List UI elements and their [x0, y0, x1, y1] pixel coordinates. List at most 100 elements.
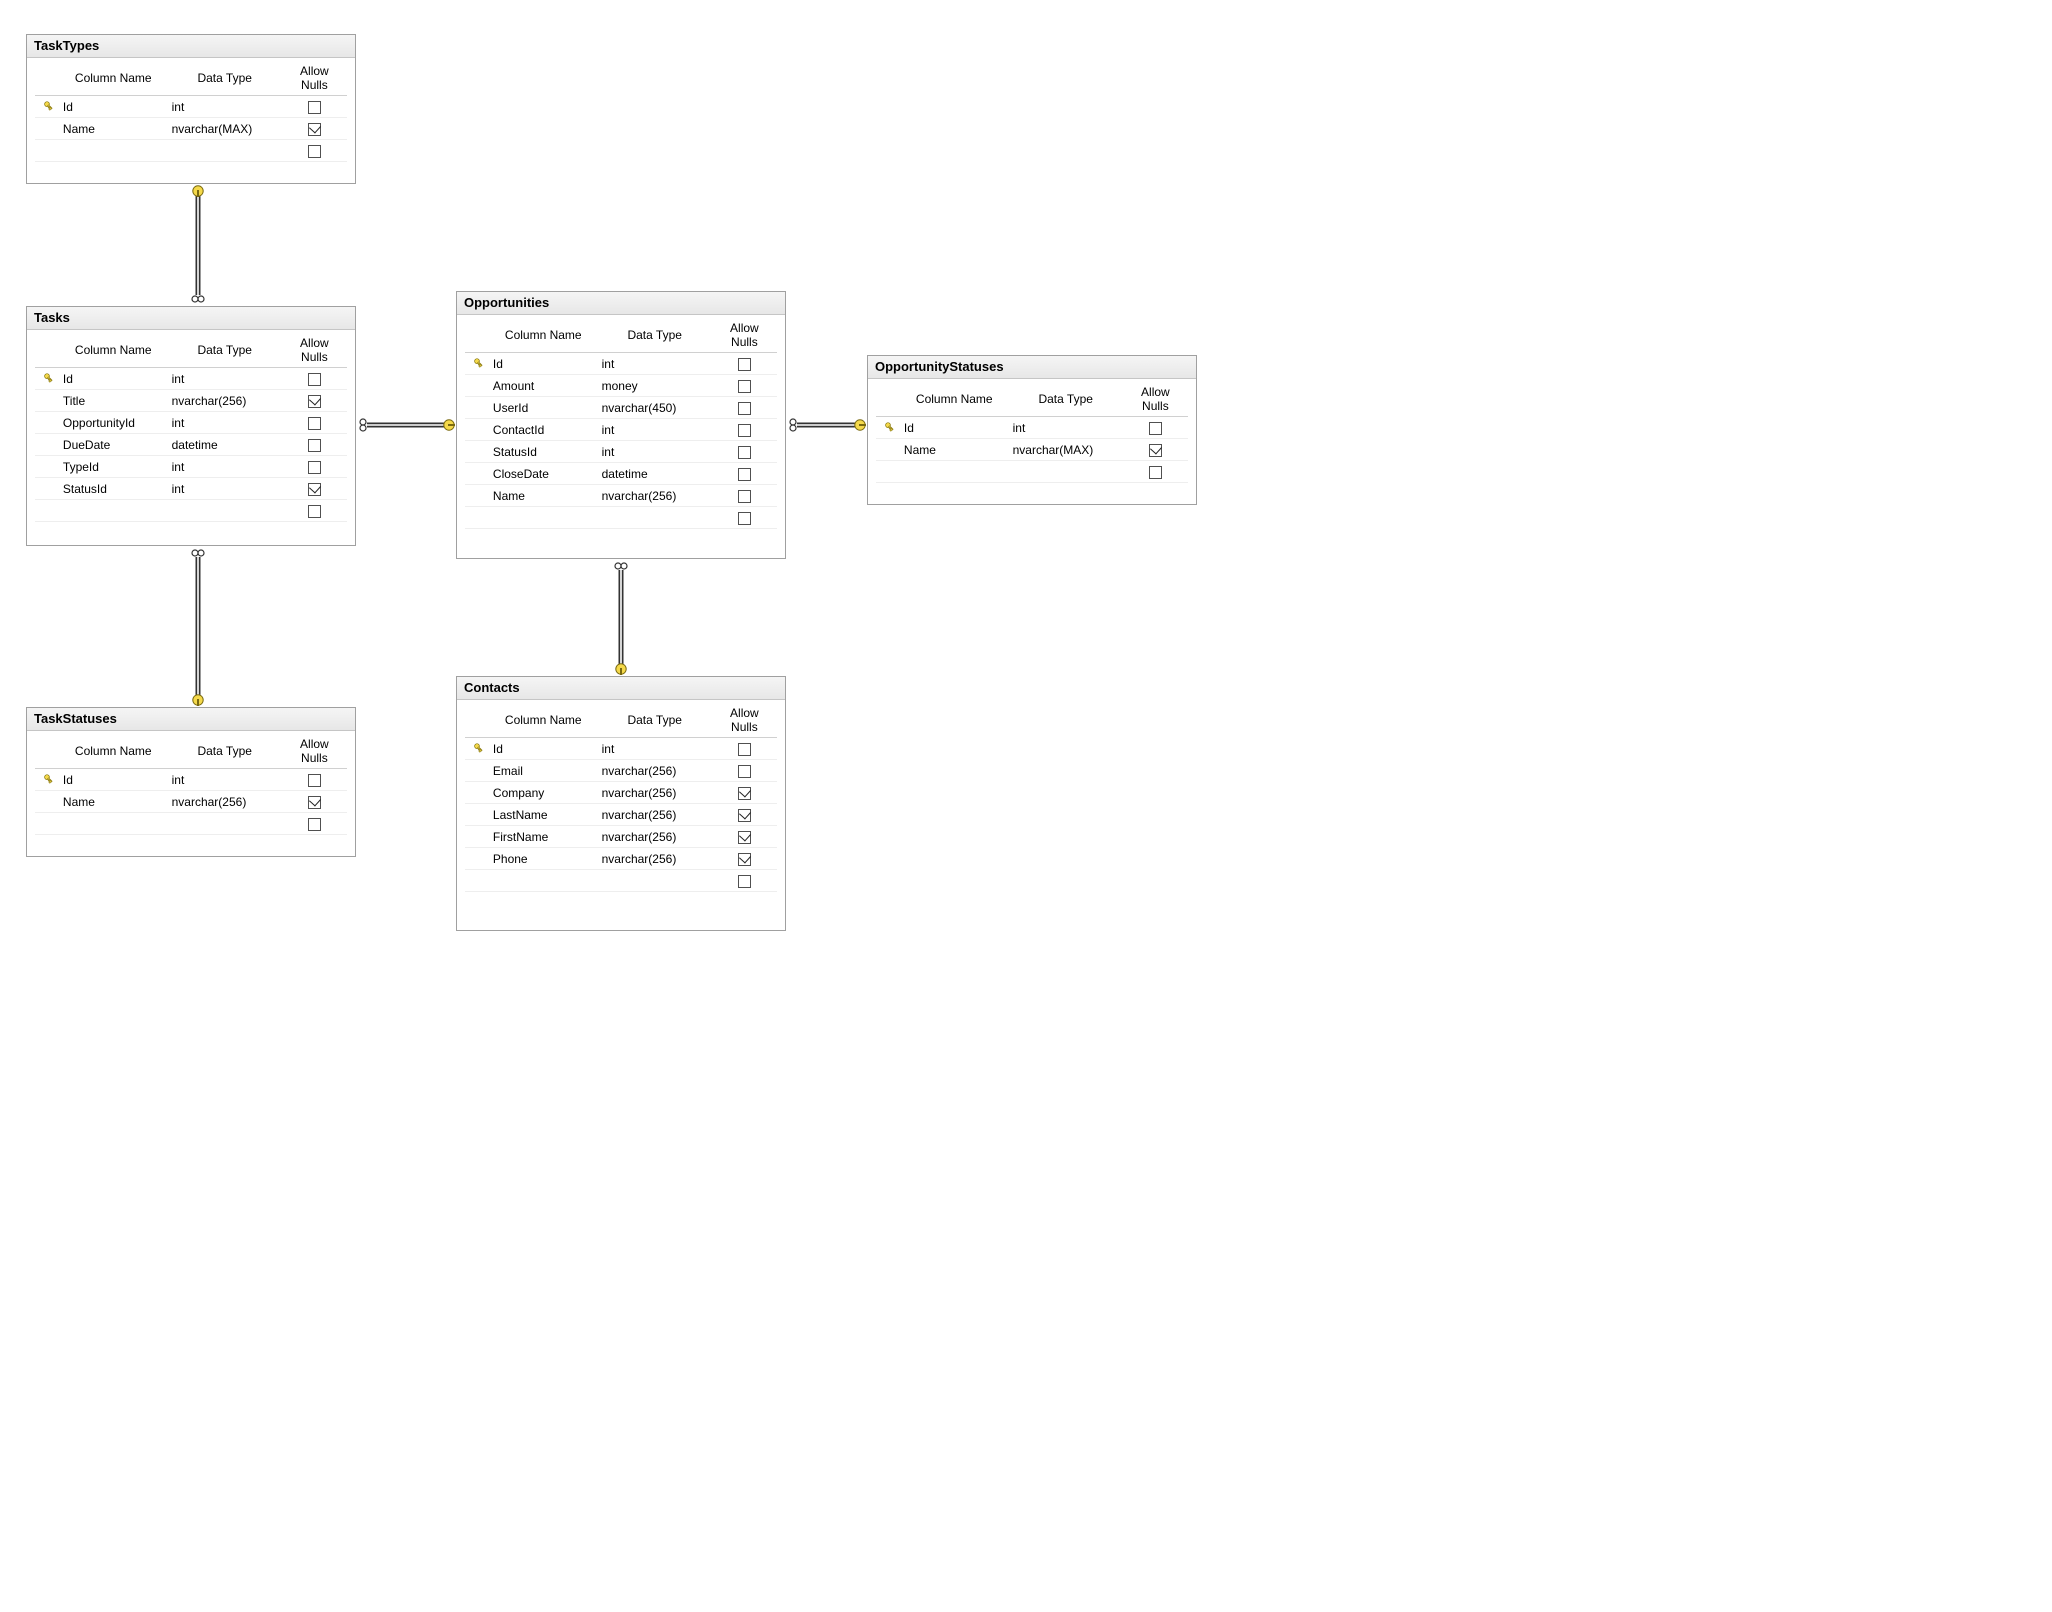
allow-nulls-checkbox[interactable]: [308, 373, 321, 386]
allow-nulls-checkbox[interactable]: [738, 490, 751, 503]
allow-nulls-checkbox[interactable]: [738, 402, 751, 415]
column-header: Data Type: [1009, 383, 1123, 417]
allow-nulls-checkbox[interactable]: [308, 505, 321, 518]
table-row[interactable]: FirstNamenvarchar(256): [465, 826, 777, 848]
table-opportunitystatuses[interactable]: OpportunityStatuses Column NameData TypeA…: [867, 355, 1197, 505]
allow-nulls-checkbox[interactable]: [738, 853, 751, 866]
column-name: StatusId: [59, 478, 168, 500]
column-name: [900, 461, 1009, 483]
table-row[interactable]: Idint: [35, 769, 347, 791]
table-title[interactable]: Contacts: [457, 677, 785, 700]
column-datatype: int: [598, 738, 712, 760]
table-row[interactable]: StatusIdint: [465, 441, 777, 463]
allow-nulls-checkbox[interactable]: [1149, 444, 1162, 457]
column-name: [59, 500, 168, 522]
table-row[interactable]: Namenvarchar(MAX): [35, 118, 347, 140]
allow-nulls-checkbox[interactable]: [308, 395, 321, 408]
table-row[interactable]: [35, 140, 347, 162]
column-name: Name: [59, 118, 168, 140]
table-row[interactable]: Idint: [465, 738, 777, 760]
column-datatype: nvarchar(450): [598, 397, 712, 419]
table-row[interactable]: Phonenvarchar(256): [465, 848, 777, 870]
allow-nulls-checkbox[interactable]: [738, 380, 751, 393]
table-tasks[interactable]: TasksColumn NameData TypeAllow NullsIdin…: [26, 306, 356, 546]
table-row[interactable]: LastNamenvarchar(256): [465, 804, 777, 826]
er-diagram-canvas: TaskTypes Column NameData TypeAllow Nulls…: [0, 0, 1220, 960]
allow-nulls-checkbox[interactable]: [308, 818, 321, 831]
table-contacts[interactable]: Contacts Column NameData TypeAllow NullsI…: [456, 676, 786, 931]
table-row[interactable]: CloseDatedatetime: [465, 463, 777, 485]
column-datatype: nvarchar(256): [598, 804, 712, 826]
allow-nulls-checkbox[interactable]: [308, 483, 321, 496]
allow-nulls-checkbox[interactable]: [738, 765, 751, 778]
table-row[interactable]: Idint: [35, 368, 347, 390]
allow-nulls-checkbox[interactable]: [308, 123, 321, 136]
column-name: TypeId: [59, 456, 168, 478]
allow-nulls-checkbox[interactable]: [738, 358, 751, 371]
allow-nulls-checkbox[interactable]: [1149, 466, 1162, 479]
allow-nulls-checkbox[interactable]: [308, 101, 321, 114]
allow-nulls-checkbox[interactable]: [308, 417, 321, 430]
table-row[interactable]: [35, 500, 347, 522]
table-title[interactable]: OpportunityStatuses: [868, 356, 1196, 379]
columns-table: Column NameData TypeAllow NullsIdintName…: [35, 62, 347, 162]
table-row[interactable]: OpportunityIdint: [35, 412, 347, 434]
allow-nulls-checkbox[interactable]: [738, 512, 751, 525]
allow-nulls-checkbox[interactable]: [738, 446, 751, 459]
table-row[interactable]: UserIdnvarchar(450): [465, 397, 777, 419]
primary-key-icon: [470, 357, 484, 371]
column-datatype: int: [1009, 417, 1123, 439]
table-row[interactable]: ContactIdint: [465, 419, 777, 441]
table-row[interactable]: Namenvarchar(MAX): [876, 439, 1188, 461]
table-row[interactable]: Emailnvarchar(256): [465, 760, 777, 782]
table-opportunities[interactable]: OpportunitiesColumn NameData TypeAllow N…: [456, 291, 786, 559]
table-row[interactable]: Amountmoney: [465, 375, 777, 397]
column-datatype: [168, 140, 282, 162]
allow-nulls-checkbox[interactable]: [308, 145, 321, 158]
allow-nulls-checkbox[interactable]: [738, 809, 751, 822]
column-name: OpportunityId: [59, 412, 168, 434]
column-name: Id: [489, 353, 598, 375]
table-row[interactable]: Companynvarchar(256): [465, 782, 777, 804]
allow-nulls-checkbox[interactable]: [308, 439, 321, 452]
table-row[interactable]: TypeIdint: [35, 456, 347, 478]
table-row[interactable]: [465, 870, 777, 892]
table-row[interactable]: Namenvarchar(256): [35, 791, 347, 813]
primary-key-icon: [881, 421, 895, 435]
allow-nulls-checkbox[interactable]: [308, 796, 321, 809]
columns-table: Column NameData TypeAllow NullsIdintEmai…: [465, 704, 777, 892]
table-taskstatuses[interactable]: TaskStatusesColumn NameData TypeAllow Nu…: [26, 707, 356, 857]
columns-table: Column NameData TypeAllow NullsIdintName…: [876, 383, 1188, 483]
table-row[interactable]: DueDatedatetime: [35, 434, 347, 456]
allow-nulls-checkbox[interactable]: [738, 831, 751, 844]
allow-nulls-checkbox[interactable]: [738, 468, 751, 481]
table-row[interactable]: StatusIdint: [35, 478, 347, 500]
table-row[interactable]: [35, 813, 347, 835]
allow-nulls-checkbox[interactable]: [738, 787, 751, 800]
table-title[interactable]: Opportunities: [457, 292, 785, 315]
column-datatype: [598, 870, 712, 892]
allow-nulls-checkbox[interactable]: [738, 424, 751, 437]
table-row[interactable]: Idint: [465, 353, 777, 375]
allow-nulls-checkbox[interactable]: [308, 461, 321, 474]
table-title[interactable]: Tasks: [27, 307, 355, 330]
column-header: Allow Nulls: [712, 319, 777, 353]
column-datatype: [168, 500, 282, 522]
allow-nulls-checkbox[interactable]: [738, 875, 751, 888]
allow-nulls-checkbox[interactable]: [308, 774, 321, 787]
column-name: StatusId: [489, 441, 598, 463]
table-title[interactable]: TaskStatuses: [27, 708, 355, 731]
table-row[interactable]: Idint: [35, 96, 347, 118]
table-title[interactable]: TaskTypes: [27, 35, 355, 58]
table-row[interactable]: Idint: [876, 417, 1188, 439]
allow-nulls-checkbox[interactable]: [738, 743, 751, 756]
table-row[interactable]: Titlenvarchar(256): [35, 390, 347, 412]
table-row[interactable]: [876, 461, 1188, 483]
table-row[interactable]: [465, 507, 777, 529]
table-row[interactable]: Namenvarchar(256): [465, 485, 777, 507]
column-name: CloseDate: [489, 463, 598, 485]
table-tasktypes[interactable]: TaskTypes Column NameData TypeAllow Nulls…: [26, 34, 356, 184]
column-datatype: nvarchar(256): [598, 826, 712, 848]
allow-nulls-checkbox[interactable]: [1149, 422, 1162, 435]
column-name: Id: [59, 368, 168, 390]
